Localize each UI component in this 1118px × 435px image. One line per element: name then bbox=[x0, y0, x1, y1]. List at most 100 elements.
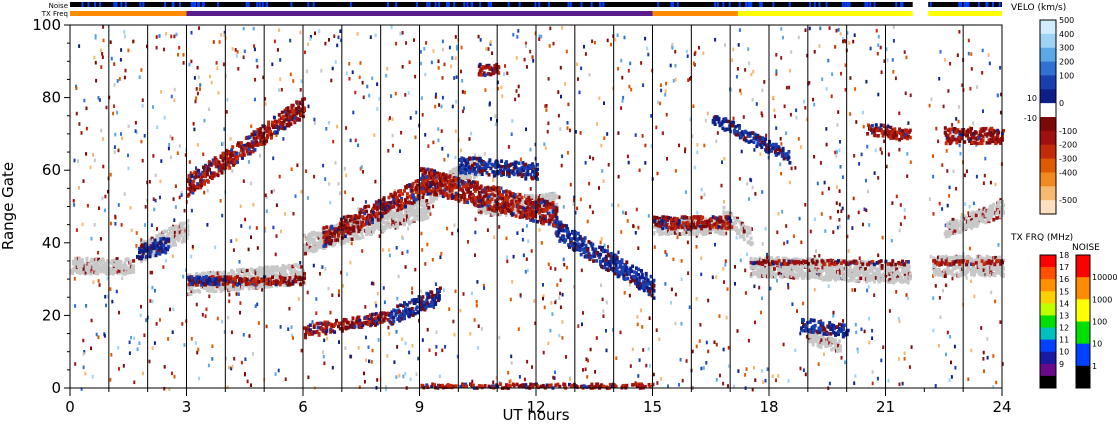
scatter-cell bbox=[751, 227, 753, 231]
scatter-cell bbox=[395, 41, 398, 46]
scatter-cell bbox=[228, 299, 231, 304]
scatter-cell bbox=[419, 289, 422, 294]
ground-scatter-cell bbox=[549, 198, 553, 202]
scatter-cell bbox=[82, 179, 85, 183]
ground-scatter-cell bbox=[282, 274, 286, 279]
ground-scatter-cell bbox=[848, 265, 852, 269]
ground-scatter-cell bbox=[250, 284, 254, 288]
scatter-cell bbox=[700, 195, 703, 200]
ground-scatter-cell bbox=[741, 223, 745, 228]
scatter-cell bbox=[243, 49, 246, 54]
scatter-cell bbox=[387, 118, 390, 122]
scatter-cell bbox=[631, 347, 634, 352]
ground-scatter-cell bbox=[96, 271, 100, 276]
scatter-cell bbox=[423, 47, 426, 51]
scatter-cell bbox=[342, 284, 344, 288]
scatter-cell bbox=[696, 143, 699, 147]
ground-scatter-cell bbox=[79, 265, 83, 269]
ground-scatter-cell bbox=[749, 236, 753, 240]
scatter-cell bbox=[225, 356, 228, 361]
ground-scatter-cell bbox=[862, 270, 866, 274]
ground-scatter-cell bbox=[142, 240, 146, 245]
ground-scatter-cell bbox=[976, 269, 980, 274]
ground-scatter-cell bbox=[266, 265, 270, 270]
ground-scatter-cell bbox=[864, 267, 868, 271]
scatter-cell bbox=[217, 91, 220, 95]
ground-scatter-cell bbox=[310, 231, 314, 235]
ground-scatter-cell bbox=[127, 258, 131, 263]
ground-scatter-cell bbox=[810, 274, 814, 279]
scatter-cell bbox=[755, 102, 758, 106]
ground-scatter-cell bbox=[806, 259, 810, 264]
ground-scatter-cell bbox=[780, 275, 784, 280]
ground-scatter-cell bbox=[858, 272, 862, 276]
scatter-cell bbox=[98, 206, 100, 210]
scatter-cell bbox=[543, 142, 546, 146]
scatter-cell bbox=[223, 30, 226, 35]
scatter-cell bbox=[769, 286, 772, 291]
scatter-cell bbox=[362, 95, 365, 100]
ground-scatter-cell bbox=[813, 259, 817, 264]
scatter-cell bbox=[216, 66, 219, 70]
scatter-cell bbox=[272, 156, 275, 161]
scatter-cell bbox=[559, 65, 562, 70]
scatter-cell bbox=[838, 148, 841, 153]
scatter-cell bbox=[304, 50, 306, 55]
ground-scatter-cell bbox=[800, 263, 804, 268]
scatter-cell bbox=[804, 28, 807, 32]
ground-scatter-cell bbox=[968, 256, 971, 261]
ground-scatter-cell bbox=[991, 261, 995, 266]
scatter-cell bbox=[441, 39, 444, 44]
scatter-cell bbox=[307, 42, 310, 46]
scatter-cell bbox=[374, 33, 377, 38]
scatter-cell bbox=[972, 121, 975, 125]
scatter-cell bbox=[365, 335, 367, 340]
scatter-cell bbox=[497, 86, 500, 91]
scatter-cell bbox=[603, 101, 605, 105]
scatter-cell bbox=[562, 257, 565, 262]
ground-scatter-cell bbox=[906, 280, 910, 284]
scatter-cell bbox=[785, 85, 788, 90]
scatter-cell bbox=[583, 44, 585, 49]
ground-scatter-cell bbox=[190, 287, 194, 291]
scatter-cell bbox=[172, 197, 175, 201]
ground-scatter-cell bbox=[878, 275, 882, 279]
scatter-cell bbox=[180, 190, 183, 195]
scatter-cell bbox=[829, 215, 832, 220]
scatter-cell bbox=[726, 287, 729, 291]
ground-scatter-cell bbox=[966, 269, 970, 274]
scatter-cell bbox=[685, 359, 688, 363]
ground-scatter-cell bbox=[932, 256, 936, 260]
scatter-cell bbox=[517, 84, 520, 89]
ground-scatter-cell bbox=[114, 267, 118, 272]
scatter-cell bbox=[564, 382, 567, 387]
scatter-cell bbox=[735, 235, 738, 240]
ground-scatter-cell bbox=[825, 271, 829, 276]
ground-scatter-cell bbox=[937, 255, 940, 260]
scatter-cell bbox=[823, 180, 826, 185]
ground-scatter-cell bbox=[905, 272, 909, 276]
scatter-cell bbox=[680, 321, 683, 326]
scatter-cell bbox=[435, 345, 438, 349]
scatter-cell bbox=[626, 154, 629, 159]
ground-scatter-cell bbox=[840, 269, 844, 273]
scatter-cell bbox=[277, 368, 280, 373]
scatter-cell bbox=[691, 134, 694, 138]
scatter-cell bbox=[323, 361, 326, 366]
scatter-cell bbox=[365, 358, 368, 362]
scatter-cell bbox=[223, 330, 226, 334]
ground-scatter-cell bbox=[533, 197, 537, 202]
scatter-cell bbox=[148, 179, 151, 184]
scatter-cell bbox=[629, 61, 632, 66]
scatter-cell bbox=[740, 149, 743, 154]
scatter-cell bbox=[210, 80, 213, 85]
scatter-cell bbox=[953, 344, 956, 349]
ground-scatter-cell bbox=[747, 239, 751, 244]
scatter-cell bbox=[734, 282, 736, 286]
scatter-cell bbox=[836, 150, 838, 154]
scatter-cell bbox=[659, 83, 662, 87]
scatter-cell bbox=[140, 139, 143, 144]
ground-scatter-cell bbox=[347, 236, 351, 241]
scatter-cell bbox=[932, 154, 934, 158]
scatter-cell bbox=[128, 340, 131, 345]
